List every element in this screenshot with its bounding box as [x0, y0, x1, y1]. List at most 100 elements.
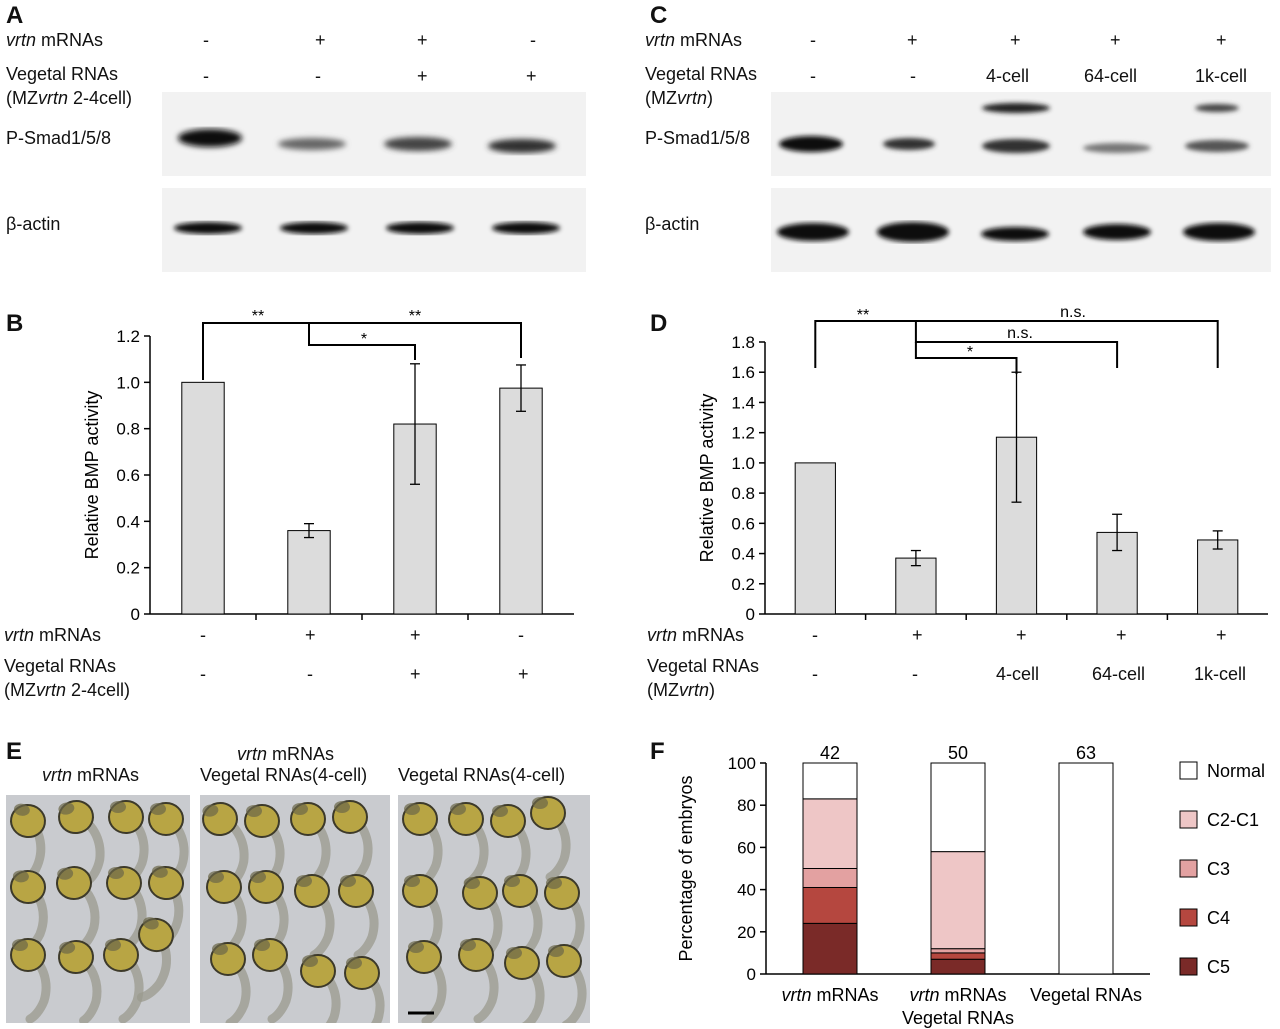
a-row2-sign: +	[526, 66, 537, 86]
d-row2-label: Vegetal RNAs	[647, 656, 760, 676]
significance-bracket	[308, 323, 416, 360]
b-row1-sign: -	[518, 625, 524, 645]
y-tick-label: 0	[746, 605, 755, 624]
y-tick-label: 0.6	[731, 514, 755, 533]
embryo-head	[108, 867, 124, 879]
embryo-head	[302, 955, 318, 967]
embryo-head	[12, 870, 29, 883]
chart-b: 0 0.2 0.4 0.6 0.8 1.0 1.2 Relative BMP activity…	[82, 308, 574, 624]
embryo-head	[292, 803, 308, 815]
embryo	[406, 940, 447, 1023]
embryo	[210, 942, 251, 1023]
significance-bracket	[914, 321, 1119, 368]
bar	[287, 530, 331, 615]
legend-swatch	[1179, 908, 1198, 927]
bar	[181, 381, 225, 615]
stacked-bar-segment	[930, 762, 986, 853]
bar	[499, 387, 543, 615]
embryo-head	[340, 875, 356, 887]
bar-count-label: 63	[1076, 743, 1096, 763]
embryo	[530, 796, 571, 882]
b-row2-label-line2: (MZvrtn 2-4cell)	[4, 680, 131, 700]
d-row2-sign: 64-cell	[1092, 664, 1146, 684]
chart-f: 0 20 40 60 80 100 Percentage of embryos 42 vrtn …	[676, 743, 1265, 1028]
x-category-label-line2: Vegetal RNAs	[902, 1008, 1014, 1028]
legend-swatch	[1179, 957, 1198, 976]
y-tick-label: 0.8	[731, 484, 755, 503]
y-tick-label: 0.8	[116, 420, 140, 439]
embryo-head	[404, 803, 420, 815]
c-blot2-label: β-actin	[645, 214, 700, 234]
y-tick-label: 1.0	[116, 373, 140, 392]
embryo-head	[202, 804, 219, 817]
panel-letter-d: D	[650, 310, 668, 337]
e-label-3: Vegetal RNAs(4-cell)	[398, 765, 566, 785]
y-tick-label: 0.6	[116, 466, 140, 485]
d-row2-sign: -	[912, 664, 918, 684]
embryo	[58, 799, 105, 885]
x-category-label: Vegetal RNAs	[1030, 985, 1142, 1005]
significance-label: **	[857, 307, 869, 324]
embryo-head	[548, 945, 564, 957]
c-actin-blot	[771, 188, 1271, 272]
d-row1-sign: +	[1016, 625, 1027, 645]
stacked-bar-segment	[930, 952, 986, 960]
d-row2-sign: -	[812, 664, 818, 684]
stacked-bar-segment	[930, 958, 986, 975]
bar	[1197, 539, 1239, 615]
y-tick-label: 1.6	[731, 363, 755, 382]
significance-label: **	[252, 308, 264, 325]
chart-d: 0 0.2 0.4 0.6 0.8 1.0 1.2 1.4 1.6 1.8 Relative BMP…	[697, 304, 1268, 624]
embryo	[300, 954, 341, 1023]
b-row2-sign: +	[410, 664, 421, 684]
a-actin-bands	[174, 222, 560, 234]
embryo-head	[254, 939, 270, 951]
a-psmad-blot	[162, 92, 586, 176]
legend-swatch	[1179, 859, 1198, 878]
a-row2-sign: +	[417, 66, 428, 86]
embryo	[448, 802, 489, 888]
d-row2-sign: 1k-cell	[1194, 664, 1247, 684]
legend-swatch	[1179, 761, 1198, 780]
embryo-head	[212, 943, 228, 955]
d-row2-label-line2: (MZvrtn)	[647, 680, 715, 700]
c-row1-sign: +	[1110, 30, 1121, 50]
embryo-image-vegetal	[398, 795, 590, 1023]
b-row2-sign: -	[307, 664, 313, 684]
b-row1-sign: +	[410, 625, 421, 645]
panel-letter-b: B	[6, 310, 24, 337]
y-tick-label: 80	[737, 796, 756, 815]
embryo	[252, 938, 293, 1023]
stacked-bar-segment	[802, 886, 858, 924]
embryo	[58, 939, 102, 1023]
c-actin-bands	[777, 222, 1255, 242]
panel-letter-c: C	[650, 2, 668, 29]
bar	[895, 557, 937, 615]
embryo-head	[296, 875, 312, 887]
embryo	[458, 938, 499, 1023]
c-row2-sign: -	[910, 66, 916, 86]
embryo-head	[506, 947, 522, 959]
embryo-head	[58, 802, 75, 815]
legend-label: C2-C1	[1207, 810, 1259, 830]
stacked-bar-segment	[802, 798, 858, 869]
d-row1-label: vrtn mRNAs	[647, 625, 745, 645]
bar-count-label: 50	[948, 743, 968, 763]
panel-letter-a: A	[6, 2, 24, 29]
c-row2-label: Vegetal RNAs	[645, 64, 758, 84]
y-tick-label: 60	[737, 838, 756, 857]
c-row2-sign: 64-cell	[1084, 66, 1138, 86]
embryo-head	[250, 871, 266, 883]
a-row1-sign: -	[203, 30, 209, 50]
embryo-image-vrtn-drawing	[6, 795, 190, 1023]
embryo	[546, 944, 587, 1023]
y-tick-label: 1.2	[731, 424, 755, 443]
significance-bracket	[814, 320, 1219, 368]
a-row1-sign: -	[530, 30, 536, 50]
a-row2-sign: -	[315, 66, 321, 86]
embryo-head	[346, 957, 362, 969]
y-tick-label: 20	[737, 923, 756, 942]
embryo-head	[59, 941, 76, 954]
significance-bracket	[914, 342, 1018, 374]
d-row1-sign: +	[912, 625, 923, 645]
